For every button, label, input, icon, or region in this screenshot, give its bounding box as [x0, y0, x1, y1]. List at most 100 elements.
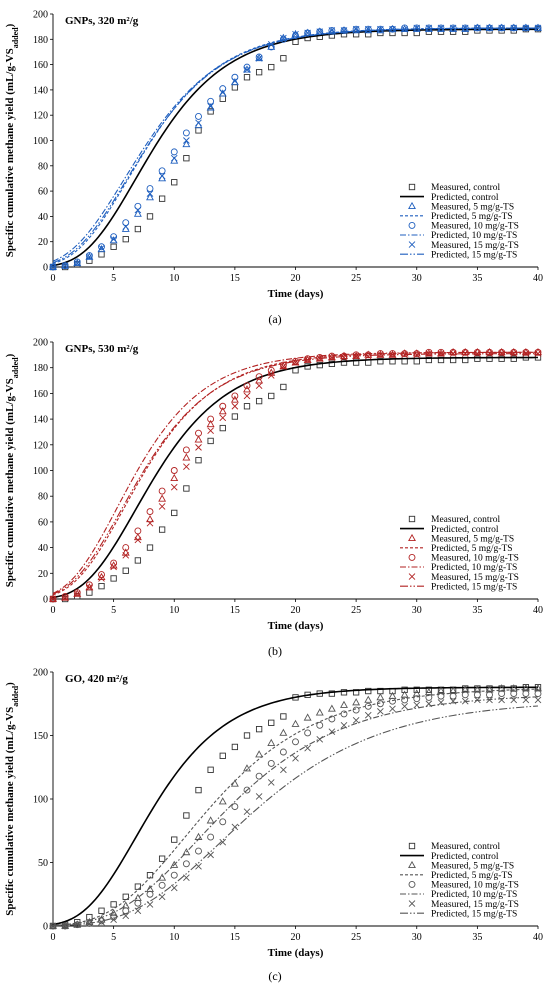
predicted-line — [52, 28, 538, 267]
x-tick-label: 0 — [51, 932, 56, 943]
x-tick-label: 0 — [51, 273, 56, 284]
data-point — [510, 690, 518, 698]
data-point — [231, 413, 239, 420]
data-point — [122, 907, 130, 915]
data-point — [280, 55, 287, 62]
data-point — [425, 700, 433, 708]
data-point — [291, 719, 300, 727]
x-tick-label: 25 — [351, 932, 361, 943]
x-tick-label: 5 — [111, 273, 116, 284]
data-point — [146, 213, 154, 220]
data-point — [98, 244, 105, 252]
series-2 — [52, 28, 538, 267]
data-point — [195, 119, 202, 127]
data-point — [85, 583, 94, 591]
data-point — [279, 748, 287, 756]
data-point — [449, 350, 457, 357]
data-point — [328, 360, 336, 367]
legend-label: Predicted, 10 mg/g-TS — [431, 231, 517, 241]
data-point — [231, 743, 239, 751]
data-point — [231, 73, 239, 81]
data-point — [146, 514, 154, 523]
data-point — [315, 708, 324, 716]
data-point — [98, 243, 105, 251]
x-tick-label: 30 — [412, 605, 422, 616]
y-axis-title-close: ) — [4, 353, 16, 357]
data-point — [449, 697, 457, 705]
legend-entry: Predicted, 15 mg/g-TS — [400, 250, 517, 260]
data-point — [170, 154, 178, 162]
data-point — [195, 786, 202, 794]
data-point — [231, 402, 239, 410]
data-point — [219, 818, 227, 826]
data-point — [340, 354, 348, 361]
data-point — [522, 696, 530, 704]
legend-entry: Measured, 15 mg/g-TS — [408, 573, 519, 583]
legend-label: Predicted, 5 mg/g-TS — [431, 544, 513, 554]
legend-entry: Predicted, 10 mg/g-TS — [400, 890, 517, 900]
data-point — [340, 27, 348, 34]
data-point — [352, 716, 360, 724]
y-tick-label: 40 — [38, 212, 48, 223]
data-point — [146, 193, 154, 201]
data-point — [61, 262, 69, 270]
data-point — [267, 779, 275, 786]
data-point — [340, 359, 348, 366]
data-point — [122, 893, 129, 900]
data-point — [327, 27, 336, 35]
y-axis-title: Specific cumulative methane yield (mL/g-… — [4, 23, 20, 257]
chart-panel-2: 0 20 40 60 80 100 120 140 160 180 200 0 5 10 15 20 25 30 3… — [4, 338, 543, 659]
data-point — [279, 728, 288, 736]
panel-caption: (a) — [268, 312, 281, 326]
data-point — [292, 32, 299, 39]
predicted-line — [52, 351, 538, 594]
data-point — [146, 508, 154, 516]
x-tick-label: 40 — [533, 273, 543, 284]
data-point — [316, 353, 324, 361]
data-point — [291, 29, 300, 38]
legend-entry: Predicted, 5 mg/g-TS — [400, 544, 513, 554]
data-point — [98, 907, 105, 914]
y-axis-title-close: ) — [4, 682, 16, 686]
data-point — [389, 697, 396, 705]
legend-label: Measured, 5 mg/g-TS — [431, 534, 514, 544]
data-point — [218, 89, 227, 97]
data-point — [182, 129, 190, 137]
data-point — [352, 698, 361, 706]
data-point — [473, 23, 482, 31]
legend-label: Predicted, 15 mg/g-TS — [431, 250, 517, 260]
data-point — [279, 362, 288, 370]
data-point — [146, 185, 154, 193]
data-point — [133, 532, 142, 541]
data-point — [328, 715, 336, 723]
data-point — [158, 487, 166, 495]
legend-entry: Measured, 10 mg/g-TS — [408, 554, 519, 564]
data-point — [377, 708, 384, 715]
x-tick-label: 15 — [230, 273, 240, 284]
y-tick-label: 100 — [33, 136, 48, 147]
data-point — [219, 85, 227, 93]
data-point — [231, 84, 239, 91]
legend-entry: Predicted, 5 mg/g-TS — [400, 871, 513, 881]
data-point — [158, 195, 166, 202]
y-tick-label: 100 — [33, 795, 48, 806]
data-point — [486, 355, 493, 362]
data-point — [255, 382, 263, 390]
data-point — [243, 403, 251, 410]
data-point — [207, 766, 214, 773]
data-point — [280, 383, 287, 391]
legend-entry: Predicted, 15 mg/g-TS — [400, 582, 517, 592]
data-point — [158, 167, 166, 175]
data-point — [255, 69, 263, 76]
data-point — [122, 567, 129, 574]
data-point — [280, 363, 287, 370]
data-point — [255, 726, 263, 733]
legend-entry: Measured, 5 mg/g-TS — [408, 533, 514, 544]
data-point — [85, 920, 93, 927]
data-point — [449, 692, 457, 700]
x-tick-label: 10 — [169, 605, 179, 616]
data-point — [195, 444, 202, 451]
data-point — [134, 899, 142, 907]
x-tick-label: 25 — [351, 605, 361, 616]
